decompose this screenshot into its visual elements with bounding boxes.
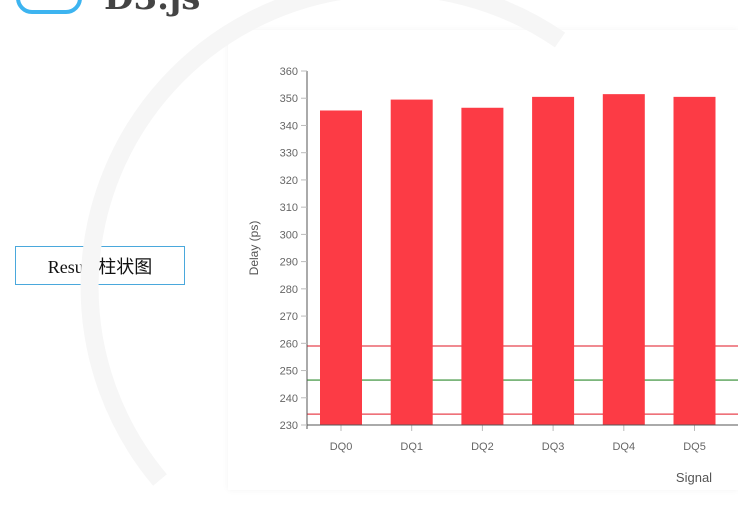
x-tick-label: DQ0: [330, 441, 353, 453]
y-axis-label: Delay (ps): [247, 221, 261, 276]
y-tick-label: 240: [280, 393, 298, 405]
y-tick-label: 310: [280, 202, 298, 214]
y-tick-label: 320: [280, 175, 298, 187]
y-tick-label: 340: [280, 120, 298, 132]
y-tick-label: 350: [280, 93, 298, 105]
y-tick-label: 280: [280, 284, 298, 296]
y-tick-label: 250: [280, 366, 298, 378]
watermark-arc: [80, 0, 566, 486]
y-tick-label: 300: [280, 229, 298, 241]
y-tick-label: 260: [280, 338, 298, 350]
bar-DQ5: [673, 96, 716, 425]
y-tick-label: 230: [280, 420, 298, 432]
x-tick-label: DQ3: [542, 441, 565, 453]
y-tick-label: 330: [280, 148, 298, 160]
page-title: D3.js: [104, 0, 200, 18]
y-tick-label: 290: [280, 257, 298, 269]
x-tick-label: DQ2: [471, 441, 494, 453]
bar-DQ3: [532, 96, 575, 425]
bar-DQ1: [390, 99, 433, 425]
x-tick-label: DQ5: [683, 441, 706, 453]
y-tick-label: 360: [280, 66, 298, 78]
bar-DQ0: [320, 110, 362, 425]
x-tick-label: DQ4: [612, 441, 635, 453]
y-tick-label: 270: [280, 311, 298, 323]
bar-DQ4: [602, 94, 645, 426]
bar-DQ2: [461, 107, 504, 425]
x-tick-label: DQ1: [400, 441, 423, 453]
x-axis-label: Signal: [676, 470, 712, 485]
